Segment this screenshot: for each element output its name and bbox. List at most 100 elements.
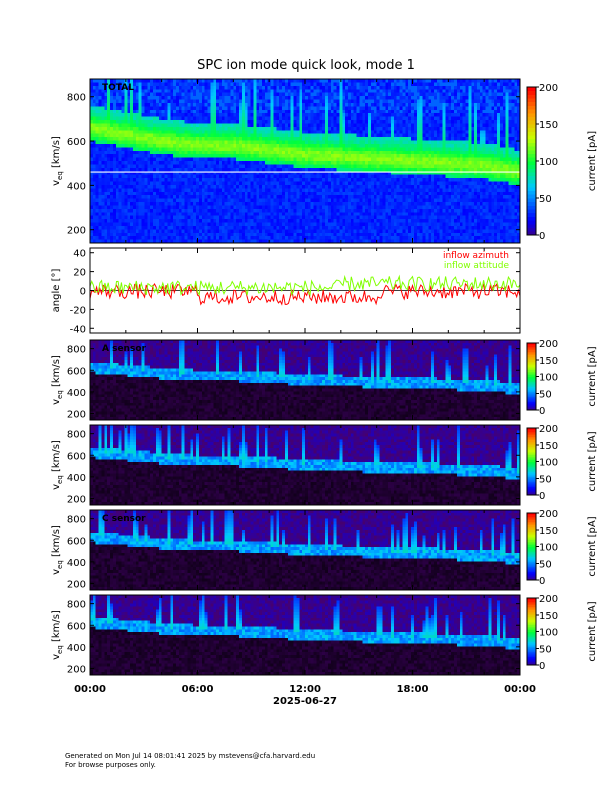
spectrogram-cell <box>382 126 386 131</box>
spectrogram-cell <box>216 198 220 203</box>
spectrogram-cell <box>339 96 343 100</box>
spectrogram-cell <box>382 140 386 145</box>
spectrogram-cell <box>219 191 223 196</box>
spectrogram-cell <box>104 99 108 104</box>
spectrogram-cell <box>90 92 94 97</box>
spectrogram-cell <box>201 239 205 244</box>
spectrogram-cell <box>144 157 148 162</box>
spectrogram-cell <box>350 143 355 148</box>
spectrogram-cell <box>279 85 283 90</box>
spectrogram-cell <box>110 130 114 134</box>
spectrogram-cell <box>376 236 380 240</box>
spectrogram-cell <box>302 171 306 175</box>
spectrogram-cell <box>178 195 183 199</box>
spectrogram-cell <box>107 89 111 93</box>
spectrogram-cell <box>135 140 140 145</box>
spectrogram-cell <box>161 143 165 148</box>
spectrogram-cell <box>219 225 223 230</box>
spectrogram-cell <box>196 205 200 210</box>
spectrogram-cell <box>155 212 160 216</box>
spectrogram-cell <box>178 89 183 93</box>
spectrogram-cell <box>133 205 137 210</box>
spectrogram-cell <box>219 116 223 121</box>
spectrogram-cell <box>115 137 119 141</box>
spectrogram-cell <box>224 195 228 199</box>
spectrogram-cell <box>253 116 257 121</box>
spectrogram-cell <box>342 195 346 199</box>
spectrogram-cell <box>118 232 122 237</box>
spectrogram-cell <box>365 157 369 162</box>
spectrogram-cell <box>376 85 380 90</box>
spectrogram-cell <box>244 120 248 124</box>
spectrogram-cell <box>184 167 188 172</box>
spectrogram-cell <box>350 164 355 169</box>
spectrogram-cell <box>350 79 355 83</box>
spectrogram-cell <box>359 116 363 121</box>
spectrogram-cell <box>267 140 271 145</box>
spectrogram-cell <box>227 140 231 145</box>
spectrogram-cell <box>101 174 105 179</box>
spectrogram-cell <box>124 130 128 134</box>
spectrogram-cell <box>121 219 125 223</box>
spectrogram-cell <box>348 116 352 121</box>
spectrogram-cell <box>276 147 280 152</box>
spectrogram-cell <box>264 157 269 162</box>
spectrogram-cell <box>130 140 134 145</box>
spectrogram-cell <box>307 106 312 111</box>
spectrogram-cell <box>368 208 372 213</box>
spectrogram-cell <box>138 113 142 117</box>
spectrogram-cell <box>365 229 369 234</box>
spectrogram-cell <box>313 99 317 104</box>
spectrogram-cell <box>201 120 205 124</box>
spectrogram-cell <box>233 102 237 107</box>
spectrogram-cell <box>98 236 102 240</box>
spectrogram-cell <box>221 143 226 148</box>
spectrogram-cell <box>239 171 243 175</box>
spectrogram-cell <box>193 161 197 165</box>
spectrogram-cell <box>147 147 151 152</box>
spectrogram-cell <box>348 154 352 158</box>
spectrogram-cell <box>365 225 369 230</box>
spectrogram-cell <box>264 120 269 124</box>
spectrogram-cell <box>284 109 289 114</box>
spectrogram-cell <box>224 92 228 97</box>
spectrogram-cell <box>293 143 297 148</box>
spectrogram-cell <box>379 137 383 141</box>
spectrogram-cell <box>264 126 269 131</box>
spectrogram-cell <box>287 229 291 234</box>
spectrogram-cell <box>322 143 326 148</box>
spectrogram-cell <box>178 222 183 227</box>
spectrogram-cell <box>359 232 363 237</box>
spectrogram-cell <box>167 143 171 148</box>
spectrogram-cell <box>353 120 357 124</box>
spectrogram-cell <box>239 236 243 240</box>
spectrogram-cell <box>110 99 114 104</box>
spectrogram-cell <box>316 232 320 237</box>
spectrogram-cell <box>333 236 337 240</box>
spectrogram-cell <box>350 219 355 223</box>
spectrogram-cell <box>193 178 197 182</box>
spectrogram-cell <box>181 198 185 203</box>
spectrogram-cell <box>133 212 137 216</box>
spectrogram-cell <box>164 167 168 172</box>
spectrogram-cell <box>276 109 280 114</box>
spectrogram-cell <box>155 120 160 124</box>
spectrogram-cell <box>124 123 128 128</box>
spectrogram-cell <box>264 174 269 179</box>
spectrogram-cell <box>262 126 266 131</box>
spectrogram-cell <box>299 140 303 145</box>
spectrogram-cell <box>253 133 257 138</box>
spectrogram-cell <box>184 82 188 87</box>
spectrogram-cell <box>147 195 151 199</box>
spectrogram-cell <box>170 157 174 162</box>
spectrogram-cell <box>342 137 346 141</box>
spectrogram-cell <box>322 102 326 107</box>
spectrogram-cell <box>302 184 306 189</box>
spectrogram-cell <box>110 85 114 90</box>
spectrogram-cell <box>213 96 217 100</box>
spectrogram-cell <box>118 137 122 141</box>
spectrogram-cell <box>201 205 205 210</box>
spectrogram-cell <box>112 222 117 227</box>
spectrogram-cell <box>112 120 117 124</box>
spectrogram-cell <box>101 239 105 244</box>
